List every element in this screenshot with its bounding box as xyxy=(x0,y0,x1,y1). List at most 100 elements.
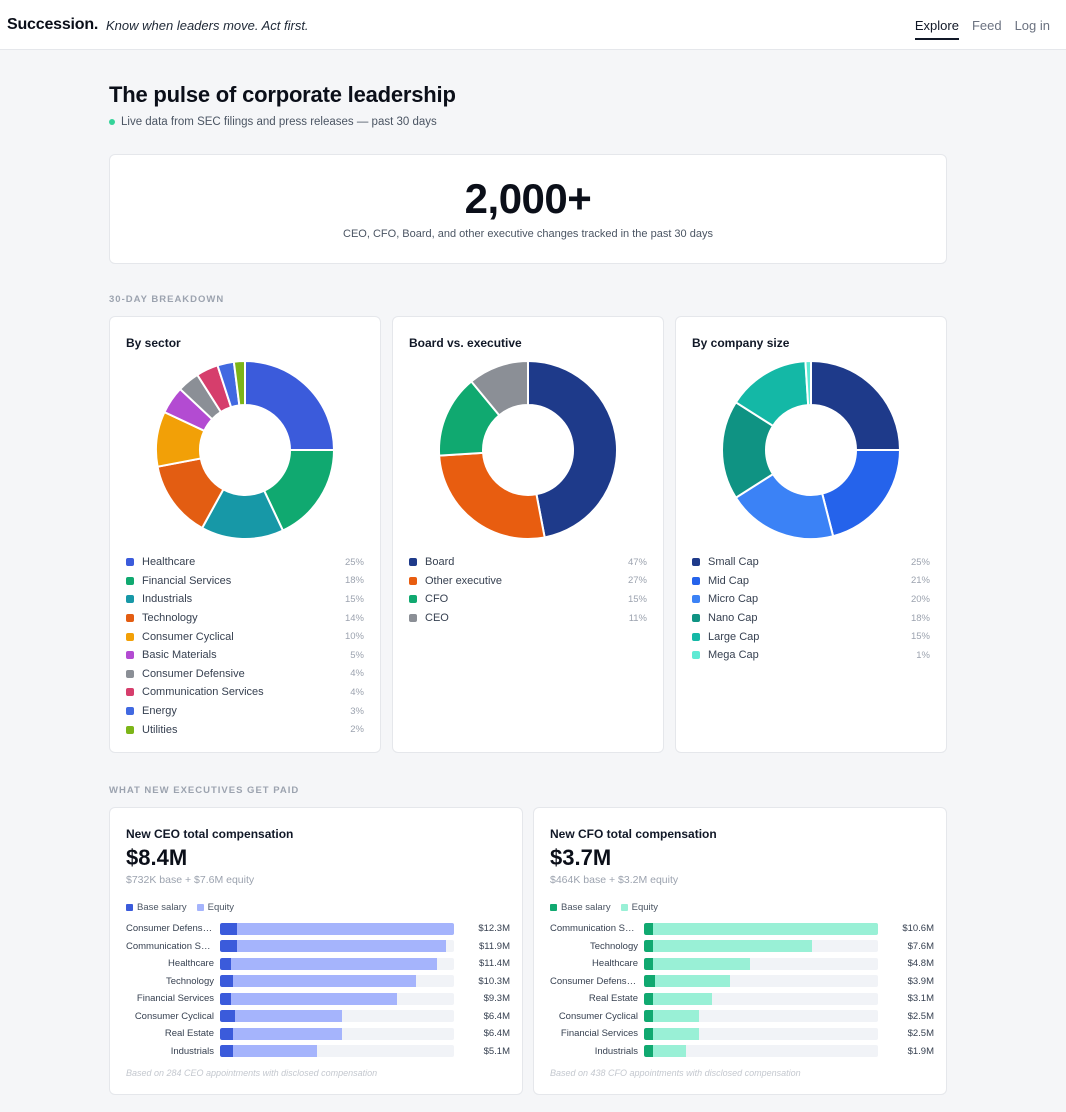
comp-bar-track xyxy=(220,992,454,1005)
legend-item-energy: Energy 3% xyxy=(126,702,364,721)
comp-bar-base[interactable] xyxy=(644,957,653,970)
comp-bar-equity[interactable] xyxy=(653,992,713,1005)
comp-row-value: $10.6M xyxy=(902,923,934,935)
legend-percent: 11% xyxy=(628,612,647,624)
donut-slice-ceo[interactable] xyxy=(469,359,529,417)
comp-row-value: $6.4M xyxy=(483,1010,510,1022)
comp-bar-track xyxy=(644,992,878,1005)
live-status: Live data from SEC filings and press rel… xyxy=(109,116,437,128)
donut-slice-board[interactable] xyxy=(527,359,618,539)
comp-bar-base[interactable] xyxy=(644,992,653,1005)
comp-row-label: Healthcare xyxy=(592,958,638,970)
legend-label: Communication Services xyxy=(142,686,264,699)
legend-swatch-icon xyxy=(126,725,134,734)
donut-slice-mid-cap[interactable] xyxy=(820,449,902,538)
comp-bar-equity[interactable] xyxy=(237,922,454,935)
legend-equity: Equity xyxy=(196,902,234,913)
legend-equity: Equity xyxy=(620,902,659,913)
legend-percent: 14% xyxy=(344,612,364,624)
role-chart-title: Board vs. executive xyxy=(409,336,522,350)
donut-slice-other-executive[interactable] xyxy=(438,451,546,540)
comp-row-value: $12.3M xyxy=(478,923,510,935)
nav-feed[interactable]: Feed xyxy=(971,18,1002,33)
comp-bar-equity[interactable] xyxy=(233,1027,342,1040)
legend-percent: 15% xyxy=(627,593,647,605)
comp-row-healthcare: Healthcare $4.8M xyxy=(550,955,934,973)
comp-row-value: $11.4M xyxy=(479,958,510,970)
nav-login[interactable]: Log in xyxy=(1014,18,1050,33)
comp-row-consumer-defensive: Consumer Defensive $12.3M xyxy=(126,920,510,938)
comp-bar-base[interactable] xyxy=(644,1045,653,1058)
legend-label: Micro Cap xyxy=(708,593,759,606)
legend-label: CFO xyxy=(425,593,449,606)
legend-label: Utilities xyxy=(142,723,178,736)
comp-bar-equity[interactable] xyxy=(653,1010,700,1023)
comp-bar-base[interactable] xyxy=(644,975,656,988)
nav-explore[interactable]: Explore xyxy=(914,18,959,40)
comp-bar-equity[interactable] xyxy=(655,975,731,988)
donut-slice-small-cap[interactable] xyxy=(810,359,902,451)
tagline: Know when leaders move. Act first. xyxy=(106,18,309,33)
legend-swatch-icon xyxy=(409,595,417,604)
donut-slice-mega-cap[interactable] xyxy=(804,359,812,407)
comp-bar-equity[interactable] xyxy=(653,957,750,970)
comp-bar-track xyxy=(644,1027,878,1040)
comp-row-value: $5.1M xyxy=(483,1045,510,1057)
legend-label: Large Cap xyxy=(708,630,760,643)
donut-slice-utilities[interactable] xyxy=(232,359,246,407)
comp-bar-base[interactable] xyxy=(220,1045,234,1058)
live-dot-icon xyxy=(109,119,115,125)
comp-bar-base[interactable] xyxy=(220,922,238,935)
changes-count: 2,000+ xyxy=(464,175,592,222)
donut-slice-healthcare[interactable] xyxy=(244,359,336,451)
comp-bar-equity[interactable] xyxy=(653,1027,700,1040)
comp-bar-base[interactable] xyxy=(220,992,232,1005)
comp-bar-base[interactable] xyxy=(220,1027,234,1040)
comp-bar-equity[interactable] xyxy=(653,922,878,935)
legend-swatch-icon xyxy=(126,576,134,585)
comp-bar-equity[interactable] xyxy=(237,940,447,953)
comp-row-label: Financial Services xyxy=(560,1028,638,1040)
comp-bar-equity[interactable] xyxy=(233,975,416,988)
comp-bar-equity[interactable] xyxy=(235,1010,342,1023)
comp-bar-track xyxy=(644,957,878,970)
compensation-section-label: WHAT NEW EXECUTIVES GET PAID xyxy=(109,785,300,796)
comp-row-healthcare: Healthcare $11.4M xyxy=(126,955,510,973)
comp-row-label: Consumer Defensive xyxy=(126,923,215,935)
legend-label: Technology xyxy=(142,612,198,625)
legend-label: Mid Cap xyxy=(708,574,749,587)
comp-row-value: $7.6M xyxy=(907,940,934,952)
comp-row-label: Industrials xyxy=(170,1045,214,1057)
cfo-comp-footnote: Based on 438 CFO appointments with discl… xyxy=(550,1068,801,1078)
breakdown-section-label: 30-DAY BREAKDOWN xyxy=(109,294,225,305)
comp-row-industrials: Industrials $5.1M xyxy=(126,1043,510,1061)
sector-donut-chart xyxy=(155,359,336,540)
comp-bar-base[interactable] xyxy=(644,1010,653,1023)
comp-bar-equity[interactable] xyxy=(231,957,437,970)
legend-percent: 18% xyxy=(910,612,930,624)
legend-item-cfo: CFO 15% xyxy=(409,590,647,609)
comp-row-label: Technology xyxy=(589,940,638,952)
comp-row-industrials: Industrials $1.9M xyxy=(550,1043,934,1061)
comp-bar-equity[interactable] xyxy=(233,1045,318,1058)
cfo-comp-title: New CFO total compensation xyxy=(550,827,717,841)
legend-percent: 2% xyxy=(350,724,364,736)
comp-row-real-estate: Real Estate $6.4M xyxy=(126,1025,510,1043)
comp-bar-base[interactable] xyxy=(220,975,234,988)
comp-bar-base[interactable] xyxy=(220,1010,236,1023)
comp-row-technology: Technology $7.6M xyxy=(550,938,934,956)
comp-bar-equity[interactable] xyxy=(231,992,397,1005)
legend-equity-label: Equity xyxy=(631,902,659,913)
comp-bar-equity[interactable] xyxy=(653,1045,686,1058)
brand-logo[interactable]: Succession. xyxy=(7,16,99,33)
comp-bar-base[interactable] xyxy=(644,940,653,953)
legend-item-consumer-cyclical: Consumer Cyclical 10% xyxy=(126,627,364,646)
comp-bar-base[interactable] xyxy=(644,922,653,935)
comp-row-value: $2.5M xyxy=(907,1028,934,1040)
comp-row-value: $10.3M xyxy=(478,975,510,987)
legend-base-salary: Base salary xyxy=(126,902,187,913)
comp-bar-base[interactable] xyxy=(644,1027,653,1040)
comp-bar-equity[interactable] xyxy=(653,940,812,953)
comp-bar-base[interactable] xyxy=(220,957,232,970)
comp-bar-base[interactable] xyxy=(220,940,238,953)
